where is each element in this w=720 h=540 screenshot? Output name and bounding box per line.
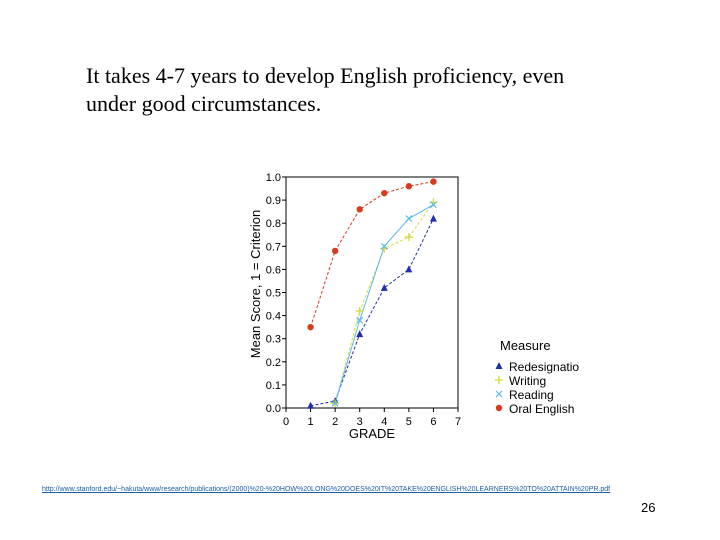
legend-oral-english-marker — [495, 404, 503, 412]
y-tick-label: 0.1 — [266, 380, 281, 392]
y-tick-label: 1.0 — [266, 172, 281, 184]
redesignatio-point — [380, 283, 388, 291]
series-lines — [310, 181, 434, 407]
y-tick-label: 0.4 — [266, 311, 281, 323]
y-axis: 0.0 0.1 0.2 0.3 0.4 0.5 0.6 0.7 0.8 0.9 1.0 — [266, 172, 286, 415]
legend-writing-marker — [495, 376, 503, 384]
reading-point — [380, 242, 388, 250]
legend-reading-marker — [495, 390, 503, 398]
oral-english-point — [307, 323, 314, 331]
y-tick-label: 0.9 — [266, 195, 281, 207]
y-tick-label: 0.5 — [266, 288, 281, 300]
reading-point — [430, 201, 437, 209]
x-tick-label: 4 — [381, 416, 387, 428]
writing-line — [334, 202, 434, 404]
x-axis-label: GRADE — [349, 426, 396, 441]
oral-english-line — [310, 181, 434, 328]
y-tick-label: 0.7 — [266, 241, 281, 253]
legend-oral-english-label: Oral English — [509, 402, 574, 416]
legend-redesignatio-marker — [495, 362, 503, 369]
oral-english-point — [405, 183, 413, 190]
redesignatio-point — [405, 265, 413, 273]
reading-point — [331, 399, 339, 407]
source-link[interactable]: http://www.stanford.edu/~hakuta/www/rese… — [42, 486, 611, 493]
reading-point — [405, 215, 413, 223]
oral-english-point — [356, 206, 363, 213]
writing-point — [404, 233, 413, 242]
legend-redesignatio-label: Redesignatio — [509, 360, 579, 374]
x-tick-label: 5 — [406, 416, 412, 428]
oral-english-point — [430, 178, 437, 185]
plot-frame — [285, 176, 459, 409]
y-tick-label: 0.0 — [266, 403, 281, 415]
oral-english-point — [331, 247, 339, 255]
reading-line — [334, 204, 434, 404]
writing-point — [355, 306, 364, 315]
x-tick-label: 3 — [357, 416, 363, 428]
series-markers — [307, 178, 438, 409]
y-tick-label: 0.8 — [266, 218, 281, 230]
legend-title: Measure — [500, 338, 551, 353]
x-tick-label: 2 — [332, 416, 338, 428]
redesignatio-point — [307, 401, 315, 409]
slide-title: It takes 4-7 years to develop English pr… — [86, 62, 686, 118]
y-tick-label: 0.3 — [266, 334, 281, 346]
redesignatio-point — [356, 330, 364, 338]
slide-title-line2: under good circumstances. — [86, 91, 322, 116]
legend-writing-label: Writing — [509, 374, 546, 388]
x-axis: 0 1 2 3 4 5 6 7 — [283, 408, 461, 428]
y-tick-label: 0.2 — [266, 357, 281, 369]
slide-title-line1: It takes 4-7 years to develop English pr… — [86, 63, 565, 88]
y-axis-label: Mean Score, 1 = Criterion — [248, 210, 263, 358]
page-number: 26 — [641, 500, 656, 515]
x-tick-label: 0 — [283, 416, 289, 428]
redesignatio-point — [429, 214, 437, 222]
legend-reading-label: Reading — [509, 388, 554, 402]
reading-point — [356, 316, 364, 324]
x-tick-label: 7 — [455, 416, 461, 428]
x-tick-label: 1 — [308, 416, 314, 428]
x-tick-label: 6 — [430, 416, 436, 428]
oral-english-point — [381, 189, 388, 197]
y-tick-label: 0.6 — [266, 264, 281, 276]
redesignatio-line — [310, 218, 434, 407]
